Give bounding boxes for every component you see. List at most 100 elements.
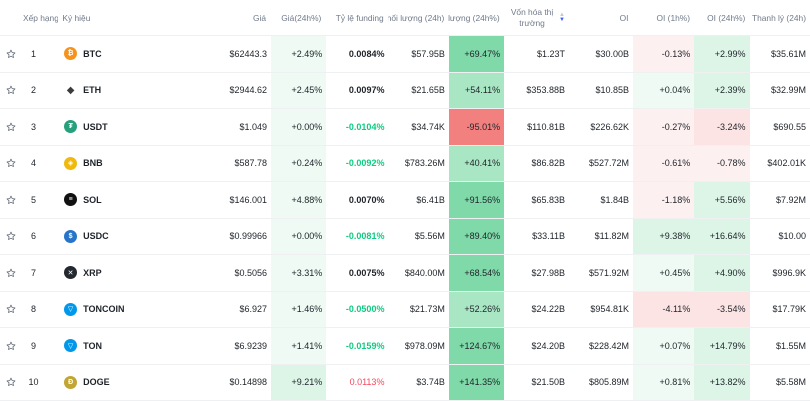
price-cell: $587.78 [234,158,268,169]
price-cell: $0.14898 [229,377,268,388]
favorite-star-icon[interactable] [0,255,23,291]
funding-rate-cell: -0.0092% [345,158,385,169]
ethereum-icon: ◆ [66,84,75,96]
funding-rate-cell: 0.0075% [348,267,385,278]
volume-cell: $21.73M [409,304,445,315]
liquidation-cell: $7.92M [775,194,806,205]
header-price[interactable]: Giá [252,12,266,23]
volume-change-cell: +141.35% [448,364,505,400]
favorite-star-icon[interactable] [0,73,23,109]
oi-24h-cell: +13.82% [694,364,750,400]
liquidation-cell: $996.9K [772,267,806,278]
open-interest-cell: $30.00B [595,48,629,59]
symbol-cell[interactable]: ▽ TONCOIN [60,292,150,328]
favorite-star-icon[interactable] [0,292,23,328]
solana-icon: ≡ [64,193,78,207]
oi-24h-cell: +16.64% [694,218,750,254]
price-cell: $0.5056 [234,267,268,278]
usdc-icon: $ [64,229,78,243]
symbol-label: DOGE [83,377,110,388]
oi-1h-cell: -0.61% [632,145,695,181]
change-24h-cell: +4.88% [271,182,327,218]
favorite-star-icon[interactable] [0,328,23,364]
header-symbol[interactable]: Ký hiệu [62,12,91,23]
favorite-star-icon[interactable] [0,182,23,218]
table-row[interactable]: 9 ▽ TON $6.9239 +1.41% -0.0159% $978.09M +124.6… [0,328,810,365]
open-interest-cell: $571.92M [588,267,629,278]
header-oi-24h[interactable]: OI (24h%) [707,12,746,23]
market-cap-cell: $33.11B [532,231,565,242]
header-liquidation-24h[interactable]: Thanh lý (24h) [751,12,806,23]
volume-cell: $57.95B [411,48,445,59]
open-interest-cell: $954.81K [590,304,629,315]
oi-1h-cell: +9.38% [632,218,695,254]
oi-1h-cell: -1.18% [632,182,695,218]
symbol-label: BNB [83,158,103,169]
header-volume-24h[interactable]: Khối lượng (24h) [387,12,445,23]
rank-cell: 3 [31,121,37,132]
funding-rate-cell: 0.0084% [348,48,385,59]
market-cap-cell: $24.22B [531,304,565,315]
liquidation-cell: $32.99M [770,85,806,96]
table-row[interactable]: 3 ₮ USDT $1.049 +0.00% -0.0104% $34.74K -95.01%… [0,109,810,146]
table-header: Xếp hạng Ký hiệu Giá Giá(24h%) Tỷ lệ fun… [0,0,810,36]
price-cell: $2944.62 [229,85,268,96]
table-row[interactable]: 10 Ð DOGE $0.14898 +9.21% 0.0113% $3.74B +141.3… [0,364,810,401]
symbol-cell[interactable]: Ð DOGE [60,365,150,401]
symbol-cell[interactable]: ₿ BTC [60,36,150,72]
symbol-cell[interactable]: ₮ USDT [60,109,150,145]
oi-1h-cell: -4.11% [632,291,695,327]
oi-24h-cell: +2.99% [694,36,750,72]
symbol-cell[interactable]: ◈ BNB [60,146,150,182]
toncoin-icon: ▽ [64,302,78,316]
symbol-cell[interactable]: ✕ XRP [60,255,150,291]
symbol-label: TONCOIN [83,304,125,315]
open-interest-cell: $226.62K [590,121,629,132]
header-open-interest[interactable]: OI [619,12,629,23]
volume-cell: $783.26M [404,158,445,169]
symbol-cell[interactable]: ▽ TON [60,328,150,364]
favorite-star-icon[interactable] [0,219,23,255]
volume-change-cell: +69.47% [448,36,505,72]
funding-rate-cell: 0.0097% [348,85,385,96]
rank-cell: 4 [31,158,37,169]
header-rank[interactable]: Xếp hạng [23,12,59,23]
oi-24h-cell: -3.24% [694,109,750,145]
table-row[interactable]: 2 ◆ ETH $2944.62 +2.45% 0.0097% $21.65B +54.11%… [0,72,810,109]
symbol-cell[interactable]: ≡ SOL [60,182,150,218]
table-row[interactable]: 4 ◈ BNB $587.78 +0.24% -0.0092% $783.26M +40.41… [0,145,810,182]
volume-change-cell: +54.11% [448,72,505,108]
change-24h-cell: +3.31% [271,255,327,291]
oi-24h-cell: +4.90% [694,255,750,291]
volume-change-cell: +68.54% [448,255,505,291]
favorite-star-icon[interactable] [0,365,23,401]
change-24h-cell: +0.00% [271,109,327,145]
symbol-label: USDT [83,121,108,132]
header-favorite [0,0,23,35]
open-interest-cell: $11.82M [594,231,629,242]
favorite-star-icon[interactable] [0,146,23,182]
table-row[interactable]: 7 ✕ XRP $0.5056 +3.31% 0.0075% $840.00M +68.54%… [0,255,810,292]
table-row[interactable]: 5 ≡ SOL $146.001 +4.88% 0.0070% $6.41B +91.56% $… [0,182,810,219]
symbol-cell[interactable]: ◆ ETH [60,73,150,109]
header-oi-1h[interactable]: OI (1h%) [656,12,691,23]
change-24h-cell: +1.41% [271,328,327,364]
header-volume-change-24h[interactable]: Khối lượng (24h%) [448,12,500,23]
header-change-24h[interactable]: Giá(24h%) [281,12,322,23]
header-market-cap[interactable]: Vốn hóa thị trường ▲ ▼ [504,0,569,35]
oi-1h-cell: +0.45% [632,255,695,291]
favorite-star-icon[interactable] [0,36,23,72]
oi-1h-cell: -0.13% [632,36,695,72]
market-cap-cell: $24.20B [531,340,565,351]
oi-24h-cell: -3.54% [694,291,750,327]
table-row[interactable]: 1 ₿ BTC $62443.3 +2.49% 0.0084% $57.95B +69.47%… [0,36,810,73]
liquidation-cell: $5.58M [775,377,806,388]
bnb-icon: ◈ [64,156,78,170]
header-funding-rate[interactable]: Tỷ lệ funding [335,12,384,23]
table-row[interactable]: 8 ▽ TONCOIN $6.927 +1.46% -0.0500% $21.73M +52.… [0,291,810,328]
volume-change-cell: +52.26% [448,291,505,327]
table-row[interactable]: 6 $ USDC $0.99966 +0.00% -0.0081% $5.56M +89.40… [0,218,810,255]
favorite-star-icon[interactable] [0,109,23,145]
symbol-cell[interactable]: $ USDC [60,219,150,255]
